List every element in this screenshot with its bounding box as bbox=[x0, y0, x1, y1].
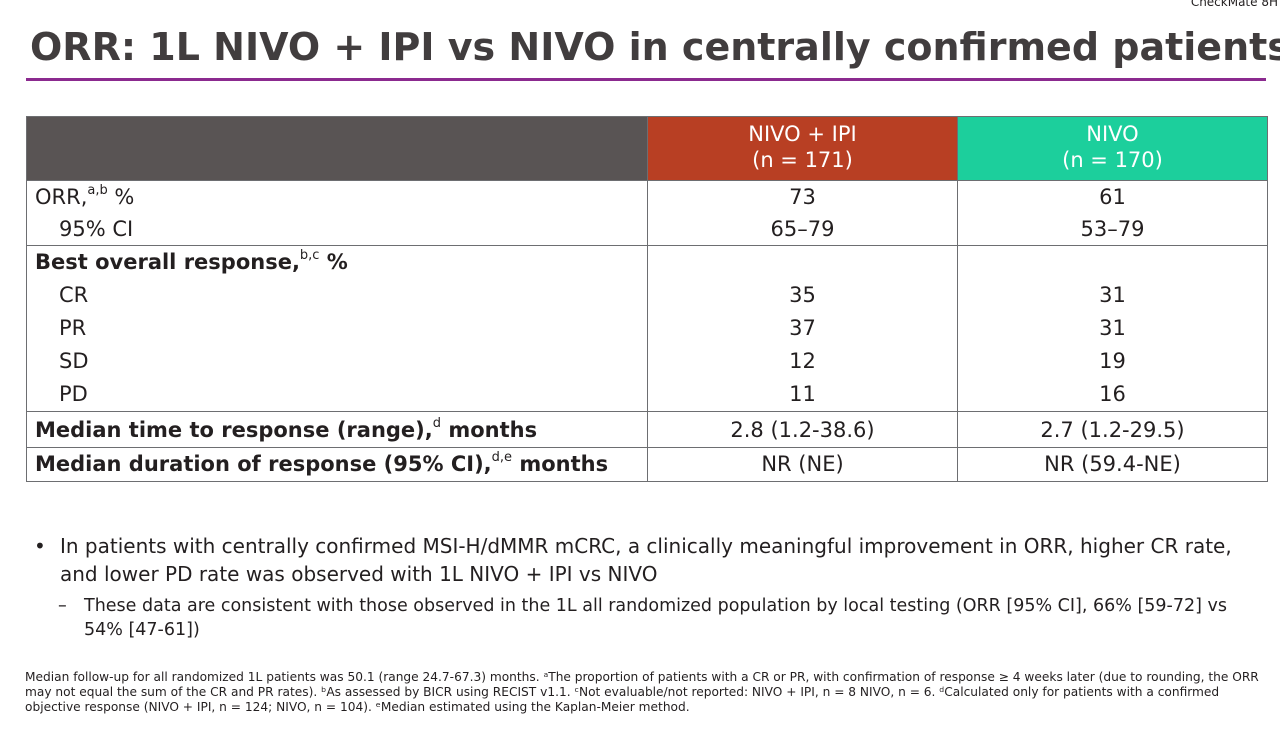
ttr-nivo-value: 2.7 (1.2-29.5) bbox=[1040, 418, 1185, 442]
dor-nivo-ipi-value: NR (NE) bbox=[761, 452, 844, 476]
bullet-dash-icon: – bbox=[58, 596, 67, 616]
ttr-nivo-cell: 2.7 (1.2-29.5) bbox=[957, 411, 1268, 448]
orr-row: ORR,a,b % 95% CI 73 65–79 61 53–79 bbox=[26, 180, 1268, 246]
dor-nivo-cell: NR (59.4-NE) bbox=[957, 447, 1268, 482]
orr-nivo-ipi-cell: 73 65–79 bbox=[647, 180, 958, 246]
ttr-label-cell: Median time to response (range),d months bbox=[26, 411, 648, 448]
orr-sup: a,b bbox=[87, 183, 108, 198]
bor-nivo-ipi-value: 35 bbox=[789, 283, 816, 307]
orr-nivo-ci: 53–79 bbox=[1080, 217, 1145, 241]
sub-bullet-text: These data are consistent with those obs… bbox=[84, 596, 1227, 640]
main-bullet-text: In patients with centrally confirmed MSI… bbox=[60, 534, 1232, 586]
orr-ci-label: 95% CI bbox=[59, 217, 134, 241]
sub-bullet: – These data are consistent with those o… bbox=[34, 594, 1254, 642]
bor-unit: % bbox=[319, 250, 348, 274]
bor-label: Best overall response, bbox=[35, 250, 300, 274]
dor-nivo-value: NR (59.4-NE) bbox=[1044, 452, 1181, 476]
orr-nivo-ipi-ci: 65–79 bbox=[770, 217, 835, 241]
study-tag: CheckMate 8H bbox=[1190, 0, 1278, 9]
dor-label-cell: Median duration of response (95% CI),d,e… bbox=[26, 447, 648, 482]
slide-title: ORR: 1L NIVO + IPI vs NIVO in centrally … bbox=[30, 25, 1280, 69]
bor-nivo-cell: 31 31 19 16 bbox=[957, 245, 1268, 412]
main-bullet: • In patients with centrally confirmed M… bbox=[34, 532, 1254, 588]
bor-row: Best overall response,b,c % CR PR SD PD … bbox=[26, 245, 1268, 412]
bor-item-label: SD bbox=[59, 349, 89, 373]
ttr-label: Median time to response (range), bbox=[35, 418, 433, 442]
header-nivo: NIVO (n = 170) bbox=[957, 116, 1268, 181]
header-nivo-ipi: NIVO + IPI (n = 171) bbox=[647, 116, 958, 181]
orr-nivo-ipi-value: 73 bbox=[789, 185, 816, 209]
ttr-sup: d bbox=[432, 416, 442, 431]
ttr-unit: months bbox=[441, 418, 538, 442]
header-nivo-ipi-name: NIVO + IPI bbox=[748, 122, 857, 146]
key-takeaways: • In patients with centrally confirmed M… bbox=[34, 532, 1254, 642]
bor-nivo-ipi-value: 37 bbox=[789, 316, 816, 340]
orr-label: ORR, bbox=[35, 185, 88, 209]
orr-label-cell: ORR,a,b % 95% CI bbox=[26, 180, 648, 246]
header-blank-cell bbox=[26, 116, 648, 181]
dor-row: Median duration of response (95% CI),d,e… bbox=[26, 447, 1268, 482]
header-nivo-n: (n = 170) bbox=[1062, 148, 1163, 172]
bor-item-label: PR bbox=[59, 316, 87, 340]
header-nivo-name: NIVO bbox=[1086, 122, 1139, 146]
bor-item-label: CR bbox=[59, 283, 89, 307]
bor-nivo-value: 19 bbox=[1099, 349, 1126, 373]
bor-nivo-ipi-value: 11 bbox=[789, 382, 816, 406]
dor-unit: months bbox=[512, 452, 609, 476]
bor-item-label: PD bbox=[59, 382, 88, 406]
bor-nivo-value: 31 bbox=[1099, 283, 1126, 307]
orr-unit: % bbox=[107, 185, 135, 209]
bor-label-cell: Best overall response,b,c % CR PR SD PD bbox=[26, 245, 648, 412]
bor-nivo-value: 31 bbox=[1099, 316, 1126, 340]
header-nivo-ipi-n: (n = 171) bbox=[752, 148, 853, 172]
dor-label: Median duration of response (95% CI), bbox=[35, 452, 492, 476]
bor-nivo-ipi-value: 12 bbox=[789, 349, 816, 373]
bor-nivo-value: 16 bbox=[1099, 382, 1126, 406]
title-underline bbox=[26, 78, 1266, 81]
table-header-row: NIVO + IPI (n = 171) NIVO (n = 170) bbox=[26, 116, 1268, 181]
footnote: Median follow-up for all randomized 1L p… bbox=[25, 670, 1259, 714]
bor-nivo-ipi-cell: 35 37 12 11 bbox=[647, 245, 958, 412]
bullet-dot-icon: • bbox=[34, 534, 46, 558]
ttr-nivo-ipi-cell: 2.8 (1.2-38.6) bbox=[647, 411, 958, 448]
orr-nivo-cell: 61 53–79 bbox=[957, 180, 1268, 246]
bor-sup: b,c bbox=[299, 248, 320, 263]
orr-table: NIVO + IPI (n = 171) NIVO (n = 170) ORR,… bbox=[26, 116, 1268, 482]
dor-nivo-ipi-cell: NR (NE) bbox=[647, 447, 958, 482]
ttr-row: Median time to response (range),d months… bbox=[26, 411, 1268, 448]
dor-sup: d,e bbox=[491, 450, 513, 465]
orr-nivo-value: 61 bbox=[1099, 185, 1126, 209]
ttr-nivo-ipi-value: 2.8 (1.2-38.6) bbox=[730, 418, 875, 442]
